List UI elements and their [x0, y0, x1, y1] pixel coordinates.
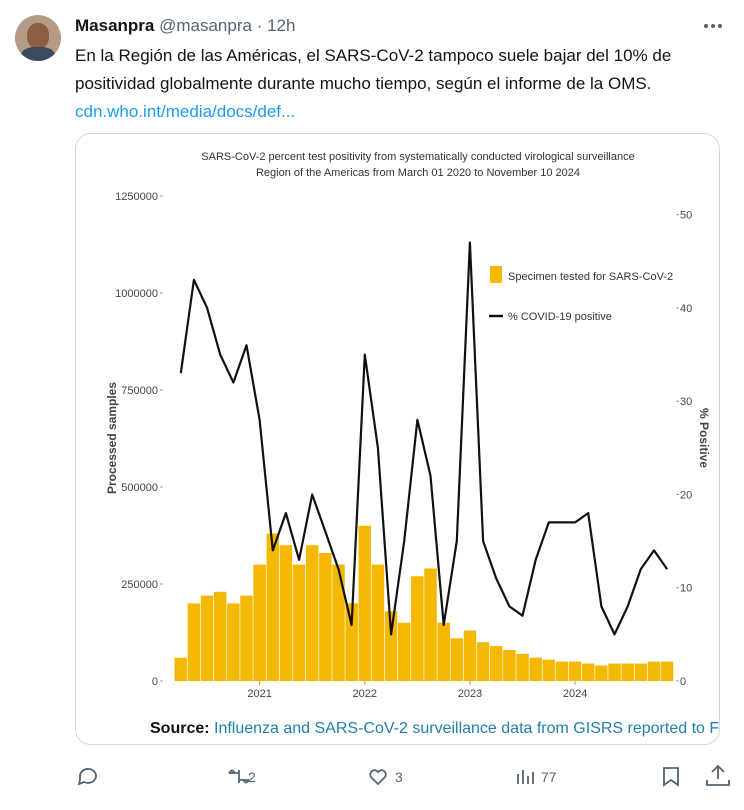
y2-tick-label: 40: [680, 303, 692, 315]
bar: [345, 603, 358, 681]
bar: [397, 622, 411, 681]
chart-title: SARS-CoV-2 percent test positivity from …: [201, 151, 634, 163]
bar: [555, 661, 569, 681]
source-text: Influenza and SARS-CoV-2 surveillance da…: [214, 720, 719, 737]
user-name[interactable]: Masanpra: [75, 16, 155, 35]
chart-title: Region of the Americas from March 01 202…: [256, 167, 580, 179]
bar: [608, 663, 621, 681]
like-icon[interactable]: [369, 769, 387, 786]
bar: [463, 630, 477, 681]
view-count: 77: [541, 769, 557, 785]
y-tick-label: 250000: [121, 579, 158, 591]
x-tick-label: 2022: [353, 688, 377, 700]
user-handle[interactable]: @masanpra: [159, 16, 252, 35]
timestamp[interactable]: · 12h: [256, 16, 296, 35]
chart-bg: [76, 134, 719, 744]
legend-label: % COVID-19 positive: [508, 311, 612, 323]
bar: [240, 595, 253, 681]
avatar[interactable]: [15, 15, 61, 61]
retweet-count: 2: [248, 769, 256, 785]
y-tick-label: 750000: [121, 385, 158, 397]
retweet-icon[interactable]: [228, 769, 250, 784]
bar: [213, 591, 227, 681]
y-tick-label: 1250000: [115, 191, 158, 203]
bar: [358, 525, 372, 681]
bar: [371, 564, 385, 681]
legend-label: Specimen tested for SARS-CoV-2: [508, 271, 673, 283]
x-tick-label: 2021: [247, 688, 271, 700]
bar: [253, 564, 266, 681]
y2-axis-label: % Positive: [697, 408, 711, 468]
link[interactable]: cdn.who.int/media/docs/def...: [75, 102, 296, 121]
bar: [187, 603, 201, 681]
bar: [476, 642, 490, 681]
bar: [582, 663, 595, 681]
bar: [634, 663, 648, 681]
y-axis-label: Processed samples: [105, 382, 119, 494]
y2-tick-label: 0: [680, 676, 686, 688]
bar: [568, 661, 582, 681]
bar: [411, 576, 424, 681]
bar: [489, 646, 503, 681]
x-tick-label: 2024: [563, 688, 587, 700]
text-line: positividad globalmente durante mucho ti…: [75, 74, 652, 93]
bar: [227, 603, 240, 681]
bar: [292, 564, 306, 681]
y2-tick-label: 30: [680, 396, 692, 408]
bar: [621, 663, 634, 681]
bar: [305, 545, 319, 681]
y2-tick-label: 20: [680, 489, 692, 501]
y2-tick-label: 10: [680, 583, 692, 595]
media-card[interactable]: SARS-CoV-2 percent test positivity from …: [75, 133, 720, 745]
reply-icon[interactable]: [77, 768, 97, 786]
chart: SARS-CoV-2 percent test positivity from …: [76, 134, 719, 744]
bar: [319, 552, 332, 681]
bar: [542, 659, 556, 681]
bar: [595, 665, 608, 681]
bar: [647, 661, 661, 681]
bar: [332, 564, 345, 681]
bar: [437, 622, 450, 681]
x-tick-label: 2023: [458, 688, 482, 700]
y-tick-label: 1000000: [115, 288, 158, 300]
text-line: En la Región de las Américas, el SARS-Co…: [75, 46, 672, 65]
line: [179, 241, 669, 636]
action-bar: 2 3 77: [77, 764, 730, 787]
like-count: 3: [395, 769, 403, 785]
y2-tick-label: 50: [680, 210, 692, 222]
share-icon[interactable]: [706, 764, 730, 786]
source-label: Source:: [150, 720, 210, 737]
bar: [174, 657, 188, 681]
bar: [200, 595, 214, 681]
y-tick-label: 500000: [121, 482, 158, 494]
bar: [279, 545, 293, 681]
more-button[interactable]: [702, 20, 726, 32]
bar: [516, 653, 529, 681]
bar: [503, 649, 516, 681]
bar: [660, 661, 674, 681]
tweet-header: Masanpra @masanpra · 12h: [75, 16, 295, 36]
bar: [424, 568, 437, 681]
views-icon[interactable]: [517, 770, 534, 784]
y-tick-label: 0: [152, 676, 158, 688]
bookmark-icon[interactable]: [663, 767, 679, 787]
legend-swatch: [490, 266, 502, 283]
bar: [384, 611, 398, 681]
bar: [529, 657, 542, 681]
bar: [266, 533, 280, 681]
bar: [450, 638, 464, 681]
tweet-text: En la Región de las Américas, el SARS-Co…: [75, 42, 671, 126]
